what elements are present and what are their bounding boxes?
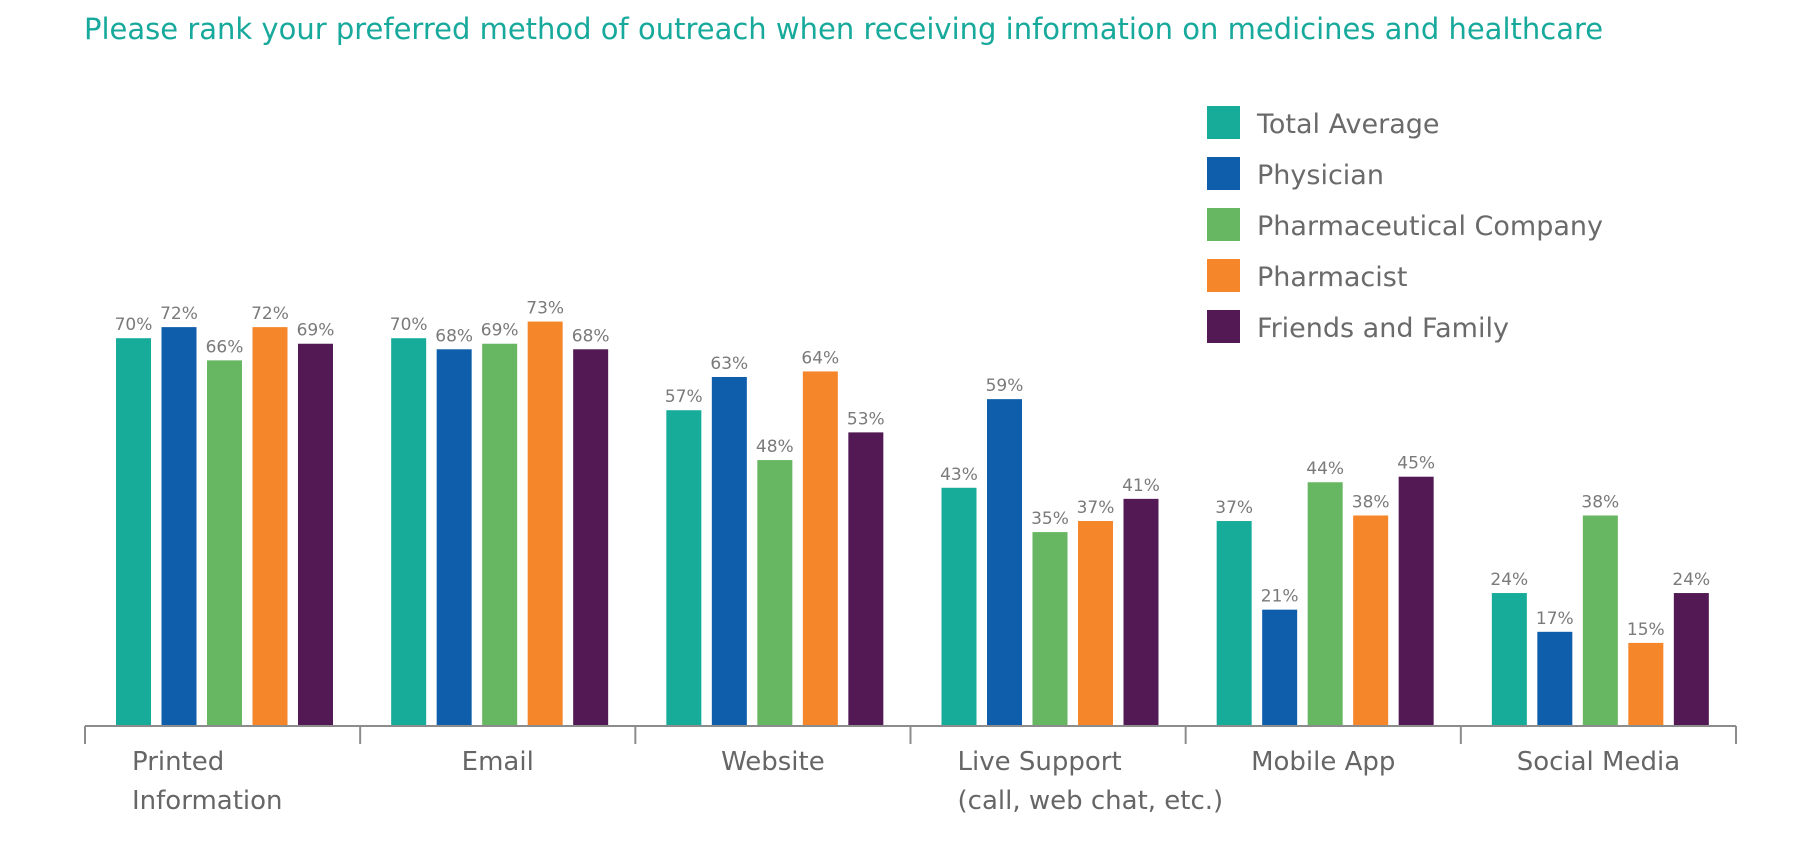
chart-title: Please rank your preferred method of out… [84,12,1604,46]
bar-value-label: 70% [115,315,153,335]
bar-value-label: 43% [940,465,978,485]
bars-layer [116,321,1709,726]
category-label: Social Media [1517,747,1680,777]
bar [116,338,151,726]
bar-value-label: 64% [801,348,839,368]
legend-label: Pharmaceutical Company [1257,211,1603,242]
bar [1537,631,1573,726]
bar [1491,593,1527,726]
category-labels-layer: Printed Information Email Website Live Suppo… [132,747,1680,816]
bar [987,399,1022,726]
x-axis [84,725,1737,744]
category-label: Website [721,747,825,777]
bar [711,376,747,726]
bar-value-label: 72% [251,304,289,324]
legend-swatch [1207,208,1240,241]
value-labels-layer: 70% 72% 66% 72% 69% 70% 68% 69% 73% 68% 57% 63% 48% 6… [115,299,1711,640]
bar-value-label: 69% [481,321,519,341]
legend-label: Friends and Family [1257,313,1509,344]
bar [1582,515,1618,726]
bar [527,321,563,726]
bar [252,327,288,726]
bar [941,487,977,726]
bar [1673,593,1709,726]
bar [482,343,518,726]
bar [1353,515,1389,726]
bar [436,349,472,726]
bar [1262,609,1298,726]
bar-value-label: 68% [572,326,610,346]
legend-swatch [1207,259,1240,292]
legend-label: Pharmacist [1257,262,1407,293]
bar [1398,476,1434,726]
bar [1032,532,1068,726]
bar [1078,521,1113,726]
bar-value-label: 63% [710,354,748,374]
bar-value-label: 59% [986,376,1024,396]
bar-value-label: 70% [390,315,428,335]
bar [298,343,333,726]
bar-value-label: 24% [1490,570,1528,590]
legend-swatch [1207,157,1240,190]
category-label: Printed Information [132,747,283,816]
bar-value-label: 37% [1077,498,1115,518]
bar [391,338,427,726]
bar-value-label: 41% [1122,476,1160,496]
bar [1123,498,1159,726]
legend-swatch [1207,310,1240,343]
bar-value-label: 72% [160,304,198,324]
bar-value-label: 66% [206,337,244,357]
bar [802,371,838,726]
bar-value-label: 15% [1627,620,1665,640]
bar-value-label: 73% [526,299,564,319]
bar-value-label: 57% [665,387,703,407]
bar-value-label: 38% [1581,492,1619,512]
bar [1628,642,1664,726]
legend-label: Physician [1257,160,1384,191]
bar-value-label: 44% [1306,459,1344,479]
bar-value-label: 35% [1031,509,1069,529]
category-label: Live Support (call, web chat, etc.) [958,747,1224,816]
category-label: Email [462,747,534,777]
bar [161,327,197,726]
legend-label: Total Average [1256,109,1440,140]
bar [848,432,884,726]
bar-value-label: 37% [1215,498,1253,518]
bar [666,410,702,726]
bar-value-label: 21% [1261,587,1299,607]
bar [1216,521,1252,726]
bar-value-label: 48% [756,437,794,457]
bar-value-label: 53% [847,409,885,429]
bar-value-label: 68% [435,326,473,346]
legend: Total Average Physician Pharmaceutical Com… [1207,106,1603,344]
bar [207,360,242,726]
bar-value-label: 69% [297,321,335,341]
bar-value-label: 24% [1672,570,1710,590]
bar [573,349,609,726]
bar [1307,482,1343,726]
category-label: Mobile App [1251,747,1395,777]
bar-value-label: 38% [1352,492,1390,512]
bar-value-label: 45% [1397,454,1435,474]
legend-swatch [1207,106,1240,139]
bar [757,460,793,726]
bar-value-label: 17% [1536,609,1574,629]
